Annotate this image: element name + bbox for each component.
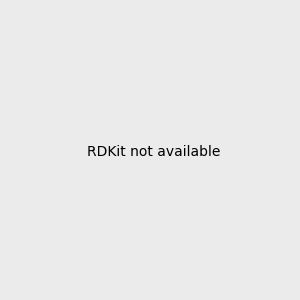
- Text: RDKit not available: RDKit not available: [87, 145, 220, 158]
